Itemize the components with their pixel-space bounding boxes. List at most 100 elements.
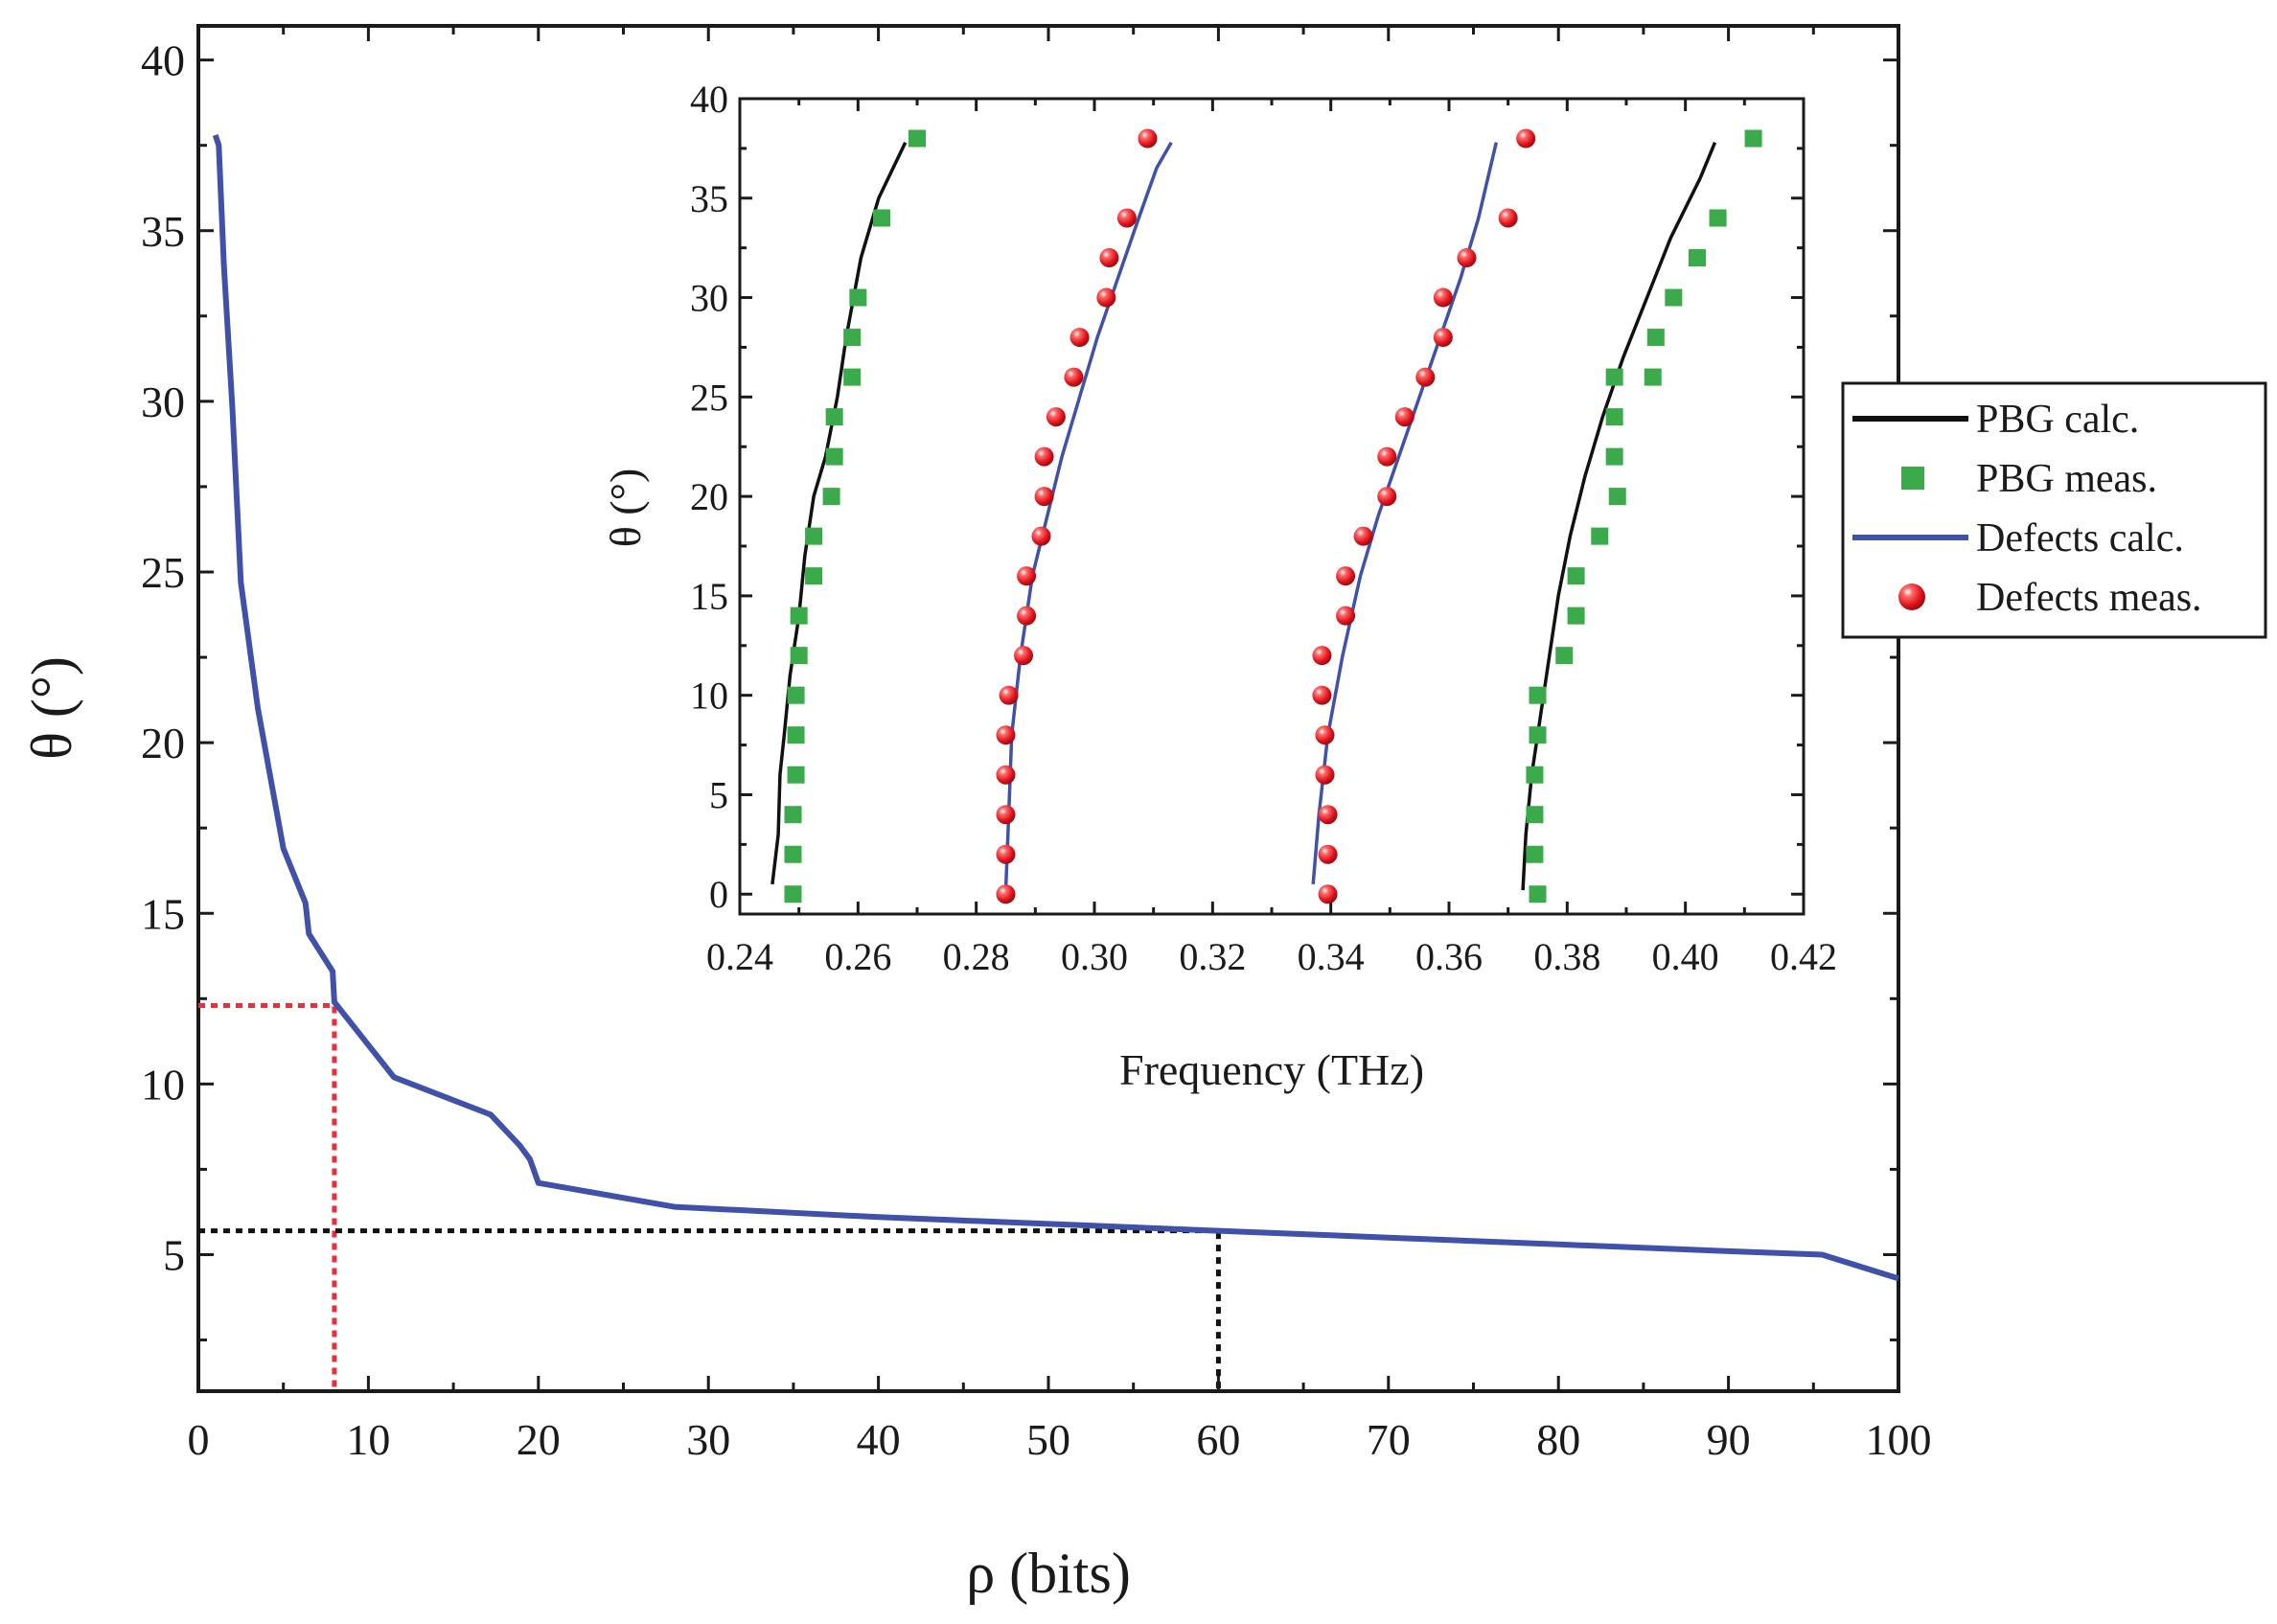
- inset-defects-meas-point: [1353, 526, 1373, 546]
- inset-defects-meas-point: [1017, 566, 1037, 586]
- main-y-tick-label: 15: [141, 889, 185, 938]
- inset-y-tick-label: 20: [690, 475, 728, 518]
- legend-sphere-marker: [1898, 583, 1925, 610]
- inset-pbg-meas-point: [1605, 408, 1623, 426]
- inset-y-axis-label: θ (°): [601, 469, 650, 548]
- inset-defects-meas-point: [1070, 328, 1090, 348]
- inset-pbg-meas-point: [805, 527, 823, 545]
- inset-x-tick-label: 0.26: [824, 935, 891, 978]
- inset-pbg-meas-point: [1526, 766, 1544, 784]
- inset-pbg-meas-point: [787, 766, 805, 784]
- inset-pbg-meas-point: [1644, 368, 1662, 386]
- inset-x-tick-label: 0.32: [1179, 935, 1246, 978]
- main-x-axis-label: ρ (bits): [966, 1542, 1131, 1605]
- main-y-tick-label: 5: [163, 1231, 185, 1280]
- inset-pbg-meas-point: [1665, 288, 1683, 307]
- inset-pbg-meas-point: [1689, 249, 1706, 267]
- main-x-tick-label: 70: [1367, 1415, 1411, 1464]
- main-x-tick-label: 60: [1196, 1415, 1240, 1464]
- inset-pbg-meas-point: [1591, 527, 1609, 545]
- inset-defects-meas-point: [1336, 566, 1356, 586]
- inset-pbg-meas-point: [825, 408, 843, 426]
- inset-defects-meas-point: [999, 685, 1019, 705]
- inset-series: [770, 128, 1762, 904]
- inset-defects-meas-point: [996, 844, 1016, 864]
- inset-pbg-meas-point: [1555, 647, 1574, 665]
- inset-axis-ticks: 0.24 0.26 0.28 0.30 0.32 0.34 0.36 0.38 0.40 0.42…: [690, 78, 1837, 978]
- main-x-tick-label: 20: [517, 1415, 561, 1464]
- legend-square-marker: [1901, 467, 1924, 490]
- inset-x-tick-label: 0.24: [706, 935, 773, 978]
- main-y-tick-label: 25: [141, 548, 185, 597]
- inset-defects-meas-point: [1064, 367, 1084, 387]
- inset-pbg-calc-line: [770, 141, 908, 885]
- inset-pbg-meas-point: [1529, 726, 1547, 744]
- inset-pbg-calc-line: [1521, 142, 1717, 891]
- inset-defects-meas-point: [1433, 328, 1453, 348]
- inset-defects-meas-point: [1046, 407, 1066, 427]
- inset-x-tick-label: 0.40: [1652, 935, 1719, 978]
- inset-x-axis-label: Frequency (THz): [1119, 1045, 1424, 1094]
- inset-pbg-meas-point: [1567, 567, 1585, 585]
- inset-pbg-meas-point: [873, 209, 890, 227]
- main-guide-line: [198, 1002, 337, 1391]
- inset-y-tick-label: 15: [690, 575, 728, 618]
- inset-pbg-meas-point: [1709, 209, 1727, 227]
- inset-x-tick-label: 0.38: [1533, 935, 1600, 978]
- inset-defects-meas-point: [1034, 446, 1054, 467]
- inset-defects-meas-point: [1099, 248, 1119, 268]
- inset-pbg-meas-point: [1526, 806, 1544, 824]
- inset-defects-meas-point: [1457, 248, 1477, 268]
- main-x-tick-label: 10: [346, 1415, 390, 1464]
- inset-defects-meas-point: [1034, 487, 1054, 507]
- inset-defects-meas-point: [1116, 208, 1137, 228]
- inset-defects-meas-point: [1377, 446, 1397, 467]
- main-defects-calc-line: [212, 134, 1899, 1282]
- inset-y-tick-label: 0: [709, 873, 728, 916]
- inset-pbg-meas-point: [1605, 368, 1623, 386]
- inset-pbg-meas-point: [1529, 885, 1547, 903]
- inset-pbg-meas-point: [849, 288, 867, 307]
- main-x-tick-label: 80: [1536, 1415, 1580, 1464]
- inset-defects-meas-point: [996, 765, 1016, 785]
- inset-pbg-meas-point: [843, 329, 862, 347]
- inset-defects-meas-point: [1312, 646, 1332, 666]
- inset-pbg-meas-point: [908, 129, 926, 148]
- legend: PBG calc. PBG meas. Defects calc. Defects m…: [1841, 381, 2267, 639]
- inset-y-tick-label: 10: [690, 675, 728, 718]
- main-x-tick-label: 30: [686, 1415, 730, 1464]
- inset-pbg-meas-point: [1567, 606, 1585, 625]
- inset-defects-calc-line: [1311, 142, 1499, 885]
- legend-label: Defects meas.: [1976, 576, 2202, 620]
- inset-pbg-meas-point: [1744, 129, 1762, 148]
- main-guide-line: [198, 1228, 1221, 1391]
- inset-pbg-meas-point: [805, 567, 823, 585]
- inset-x-tick-label: 0.28: [943, 935, 1010, 978]
- inset-pbg-meas-point: [822, 488, 840, 506]
- inset-pbg-meas-point: [1526, 845, 1544, 863]
- inset-defects-meas-point: [1318, 884, 1338, 904]
- main-y-tick-label: 30: [141, 377, 185, 426]
- inset-pbg-meas-point: [1605, 447, 1623, 466]
- inset-y-tick-label: 40: [690, 78, 728, 121]
- main-guide-lines: [198, 1002, 1221, 1391]
- inset-pbg-meas-point: [1646, 329, 1665, 347]
- legend-label: Defects calc.: [1976, 516, 2184, 560]
- inset-pbg-meas-point: [843, 368, 862, 386]
- inset-chart: 0.24 0.26 0.28 0.30 0.32 0.34 0.36 0.38 0.40 0.42…: [601, 78, 1837, 1094]
- main-x-tick-label: 40: [857, 1415, 901, 1464]
- inset-defects-meas-point: [1394, 407, 1414, 427]
- inset-defects-meas-point: [1315, 725, 1335, 745]
- inset-y-tick-label: 35: [690, 177, 728, 220]
- main-x-tick-label: 90: [1707, 1415, 1751, 1464]
- inset-defects-meas-point: [1096, 287, 1116, 308]
- inset-x-tick-label: 0.34: [1298, 935, 1365, 978]
- inset-defects-meas-point: [1415, 367, 1436, 387]
- inset-defects-meas-point: [1318, 844, 1338, 864]
- inset-x-tick-label: 0.30: [1061, 935, 1128, 978]
- inset-pbg-meas-point: [787, 686, 805, 704]
- inset-y-tick-label: 30: [690, 277, 728, 320]
- inset-x-tick-label: 0.36: [1415, 935, 1483, 978]
